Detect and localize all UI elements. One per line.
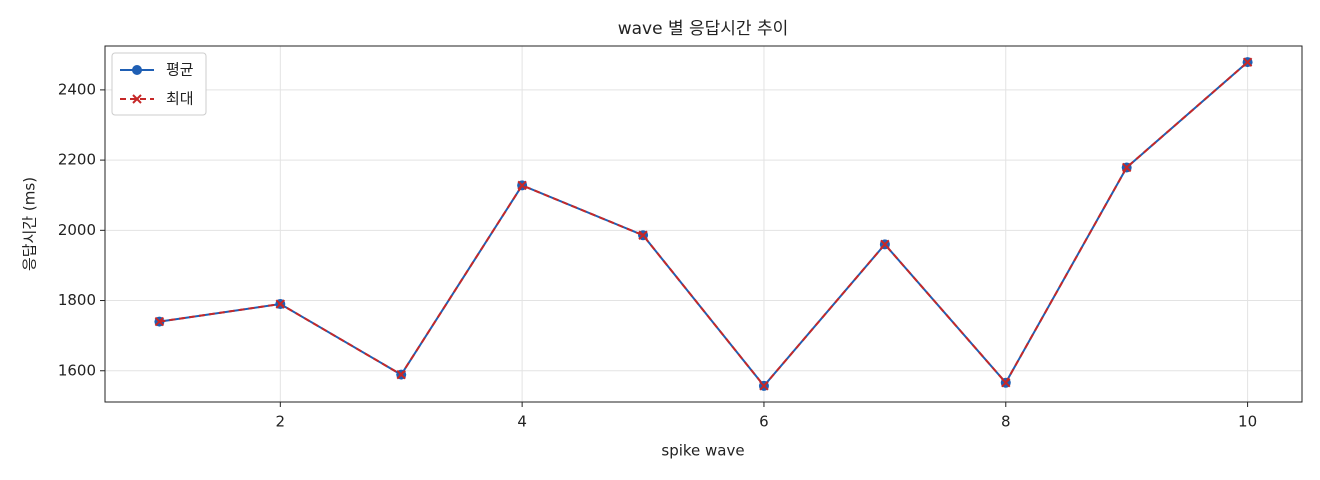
legend-marker (132, 94, 142, 104)
plot-frame (104, 45, 1303, 403)
marker (275, 299, 286, 309)
marker (638, 230, 648, 240)
x-tick-label: 2 (276, 413, 286, 431)
y-tick-label: 2200 (58, 151, 96, 169)
x-tick-label: 4 (517, 413, 527, 431)
marker (759, 381, 769, 391)
series-line (159, 61, 1249, 388)
marker (1242, 57, 1253, 67)
chart-title: wave 별 응답시간 추이 (618, 19, 789, 39)
marker (1001, 377, 1011, 388)
y-axis-label: 응답시간 (ms) (21, 177, 39, 271)
marker (1121, 162, 1132, 173)
x-tick-label: 10 (1238, 413, 1257, 431)
y-tick-label: 1600 (58, 361, 96, 379)
marker (880, 239, 890, 250)
x-axis-label: spike wave (661, 442, 744, 460)
x-tick-label: 8 (1001, 413, 1011, 431)
legend-label: 최대 (166, 90, 194, 108)
legend-label: 평균 (166, 61, 194, 79)
series-line (159, 61, 1249, 388)
y-tick-label: 2000 (58, 221, 96, 239)
marker (154, 316, 165, 327)
y-tick-label: 1800 (58, 291, 96, 309)
x-tick-label: 6 (759, 413, 769, 431)
marker (396, 369, 406, 380)
y-tick-label: 2400 (58, 80, 96, 98)
marker (517, 180, 527, 191)
legend-marker (132, 65, 142, 75)
